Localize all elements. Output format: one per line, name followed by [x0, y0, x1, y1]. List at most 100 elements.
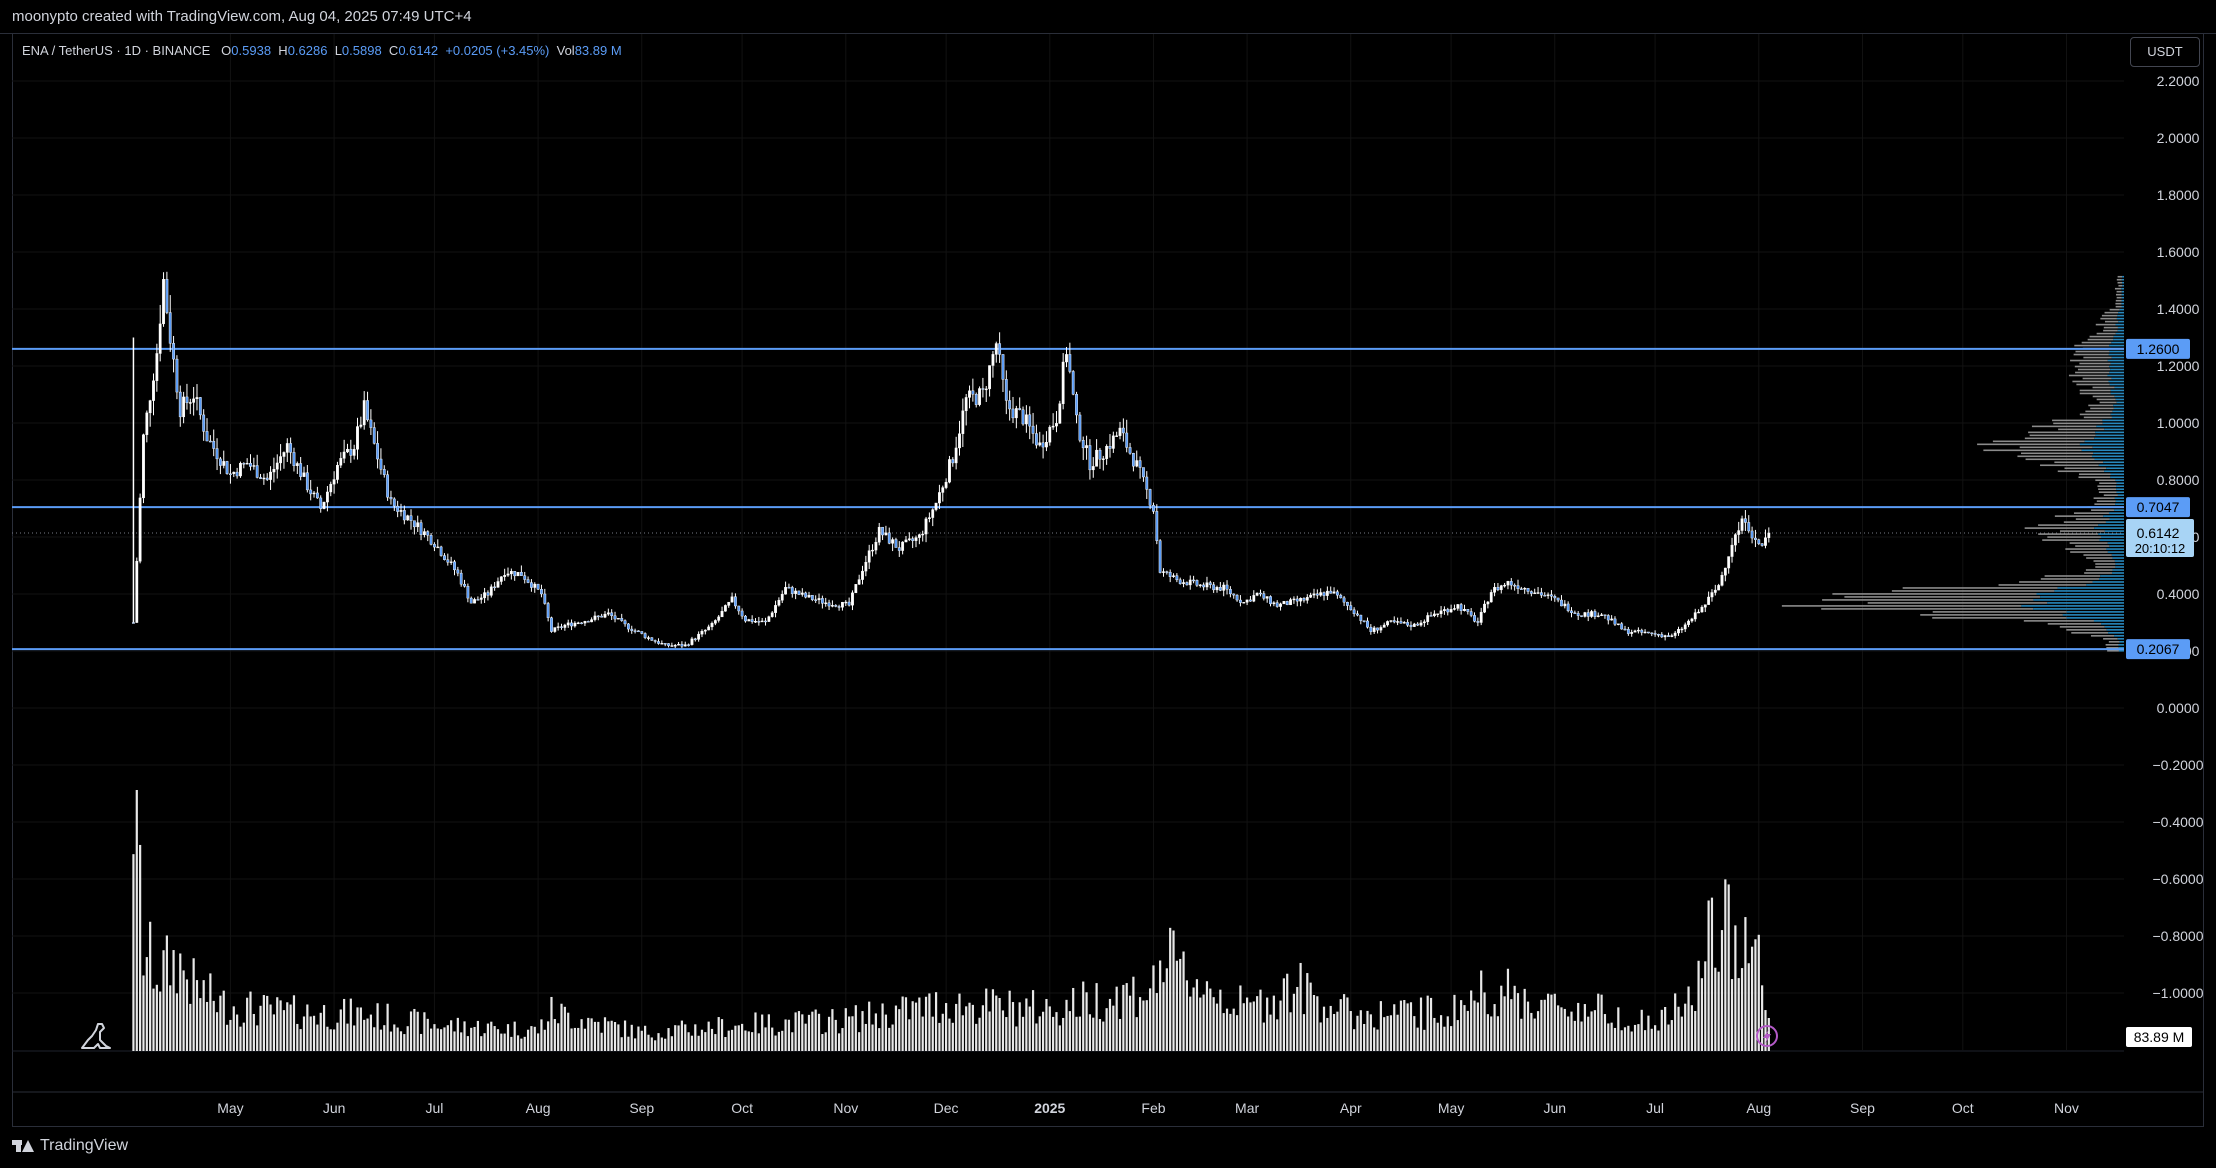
volume-bar — [1717, 971, 1720, 1051]
volume-bar — [1252, 1001, 1255, 1051]
candle — [1225, 580, 1229, 595]
candle-body — [727, 601, 731, 606]
profile-bar-blue — [2114, 497, 2124, 499]
candle-body — [647, 637, 650, 639]
candle-body — [1620, 623, 1624, 630]
currency-button[interactable]: USDT — [2130, 37, 2200, 67]
candle — [255, 454, 259, 479]
candle-body — [1727, 556, 1731, 569]
volume-bar — [1062, 1017, 1065, 1051]
candle — [533, 582, 537, 593]
profile-bar-grey — [2075, 545, 2110, 547]
profile-bar-blue — [2108, 632, 2124, 634]
candle — [754, 618, 757, 623]
volume-bar — [998, 998, 1001, 1051]
candle-body — [1540, 592, 1543, 596]
volume-bar — [1553, 993, 1556, 1051]
volume-bar — [657, 1033, 660, 1051]
profile-bar-grey — [2103, 326, 2118, 329]
volume-bar — [1279, 1000, 1282, 1051]
candle-body — [1185, 582, 1189, 586]
volume-bar — [654, 1040, 657, 1051]
candle — [422, 528, 426, 538]
candle-body — [1061, 361, 1065, 404]
volume-bar — [1443, 1026, 1446, 1051]
volume-bar — [1205, 981, 1209, 1051]
profile-bar-blue — [2109, 383, 2124, 386]
candle-body — [938, 492, 941, 504]
profile-bar-grey — [1844, 596, 2041, 598]
candle-body — [422, 531, 426, 536]
candle — [1677, 626, 1680, 636]
candle — [1118, 421, 1122, 440]
candle-body — [954, 447, 958, 464]
volume-bar — [1583, 1004, 1586, 1051]
y-tick-label: 2.2000 — [2157, 73, 2200, 89]
candle-body — [342, 451, 346, 459]
candle — [192, 386, 196, 416]
candle-body — [239, 463, 242, 477]
volume-bar — [1376, 1029, 1379, 1051]
profile-bar-blue — [2111, 356, 2124, 359]
volume-bar — [623, 1020, 627, 1051]
lightning-icon[interactable] — [1756, 1025, 1778, 1047]
candle — [800, 588, 804, 597]
candle — [707, 624, 711, 631]
brand[interactable]: TradingView — [12, 1137, 128, 1155]
volume-bar — [968, 1002, 971, 1051]
volume-bar — [891, 1024, 894, 1051]
candle — [1623, 625, 1627, 631]
candle — [1131, 452, 1135, 472]
volume-bar — [824, 1032, 827, 1051]
candle-body — [1593, 611, 1597, 617]
candle — [459, 569, 463, 587]
candle — [951, 457, 955, 467]
profile-bar-grey — [2078, 473, 2111, 476]
profile-bar-grey — [2097, 485, 2117, 488]
candle — [590, 617, 594, 623]
chart-frame[interactable] — [12, 33, 2204, 1127]
volume-bar — [292, 995, 296, 1051]
candle-body — [944, 481, 948, 488]
profile-bar-grey — [2066, 629, 2107, 631]
candle — [1473, 612, 1476, 623]
candle — [1312, 588, 1316, 599]
profile-bar-grey — [2054, 461, 2104, 464]
candle — [650, 637, 654, 641]
volume-bar — [537, 1033, 540, 1051]
candle-body — [1677, 629, 1680, 634]
candle — [1386, 620, 1389, 627]
candle — [483, 587, 486, 604]
candle-body — [914, 537, 918, 541]
candle-body — [456, 569, 460, 574]
volume-bar — [1680, 1016, 1683, 1051]
candle — [1085, 435, 1088, 460]
candle — [1519, 586, 1523, 590]
candle — [272, 457, 276, 483]
volume-bar — [413, 1008, 416, 1051]
volume-bar — [149, 921, 152, 1051]
profile-bar-blue — [2057, 587, 2124, 589]
candle-body — [891, 539, 895, 544]
candle — [730, 592, 734, 603]
profile-bar-grey — [2101, 314, 2118, 317]
candles — [132, 271, 1771, 649]
volume-bar — [336, 1022, 339, 1051]
candle-body — [1583, 612, 1587, 617]
volume-bar — [282, 1010, 286, 1051]
profile-bar-grey — [2044, 575, 2101, 577]
profile-bar-blue — [2054, 590, 2124, 592]
candle — [1165, 570, 1169, 575]
profile-bar-blue — [2118, 311, 2124, 314]
profile-bar-grey — [2073, 353, 2109, 356]
candle-body — [593, 615, 597, 620]
candle — [302, 466, 306, 478]
candle-body — [1476, 621, 1480, 623]
candle-body — [1168, 571, 1172, 577]
candle — [1680, 626, 1684, 634]
candle-body — [637, 630, 640, 633]
volume-bar — [1138, 997, 1142, 1051]
profile-bar-grey — [2074, 344, 2110, 347]
candle-body — [1349, 605, 1353, 611]
